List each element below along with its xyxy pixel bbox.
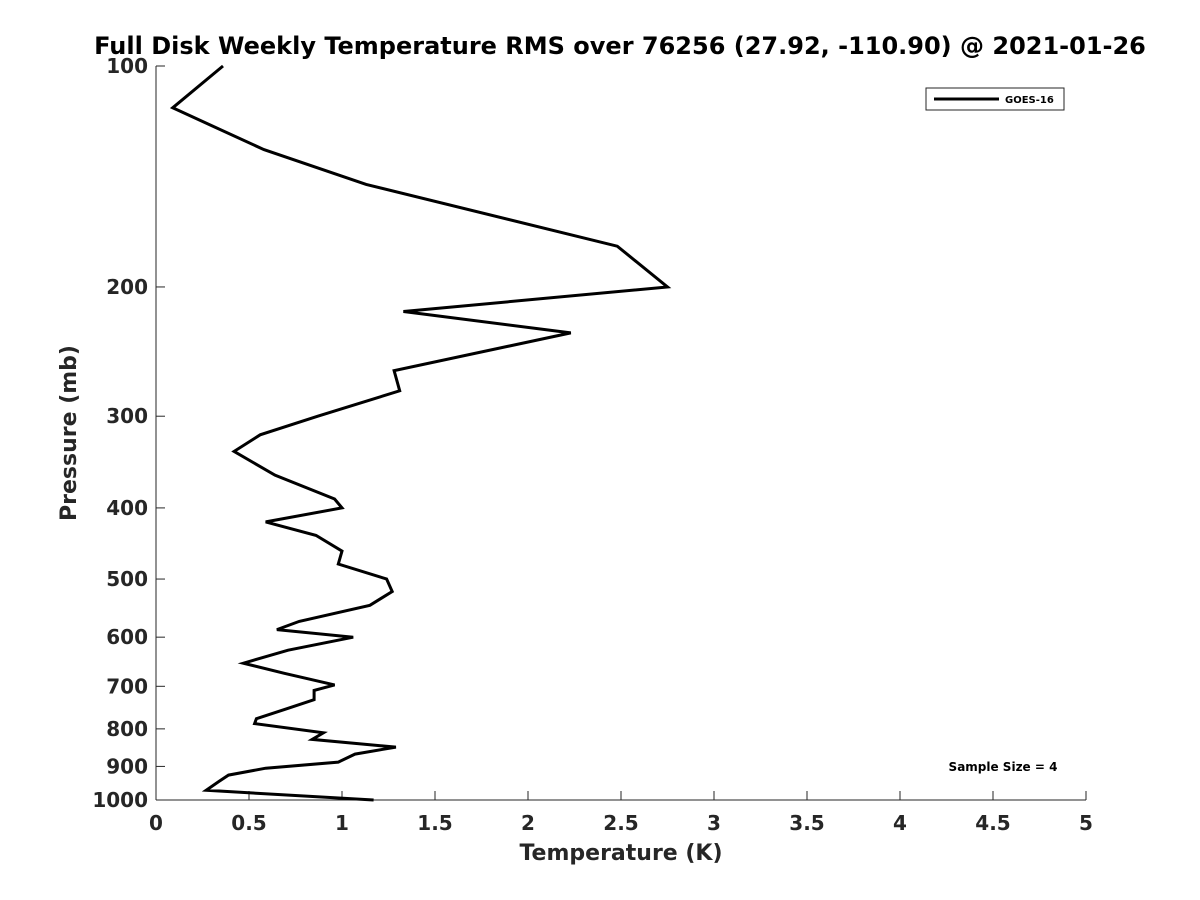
x-tick-label: 1.5 xyxy=(417,811,452,835)
x-tick-label: 0 xyxy=(149,811,163,835)
y-tick-label: 600 xyxy=(106,625,148,649)
y-axis-label: Pressure (mb) xyxy=(57,345,82,521)
y-tick-label: 200 xyxy=(106,275,148,299)
sample-size-annotation: Sample Size = 4 xyxy=(949,760,1058,774)
plot-area: 0 0.5 1 1.5 2 2.5 3 3.5 4 4.5 5 100 200 300 400 500 600… xyxy=(92,54,1093,835)
y-tick-label: 100 xyxy=(106,54,148,78)
y-tick-label: 400 xyxy=(106,496,148,520)
x-tick-label: 5 xyxy=(1079,811,1093,835)
y-tick-label: 900 xyxy=(106,754,148,778)
chart-title: Full Disk Weekly Temperature RMS over 76… xyxy=(94,32,1146,60)
series-lines xyxy=(169,64,672,802)
series-line-goes-16 xyxy=(169,64,672,802)
x-tick-label: 0.5 xyxy=(231,811,266,835)
x-tick-label: 1 xyxy=(335,811,349,835)
x-tick-label: 2.5 xyxy=(603,811,638,835)
legend-entry-goes-16: GOES-16 xyxy=(1005,95,1054,106)
y-tick-label: 1000 xyxy=(92,788,148,812)
x-axis-ticks: 0 0.5 1 1.5 2 2.5 3 3.5 4 4.5 5 xyxy=(149,791,1093,835)
x-tick-label: 2 xyxy=(521,811,535,835)
legend: GOES-16 xyxy=(925,87,1065,111)
x-tick-label: 3.5 xyxy=(789,811,824,835)
x-tick-label: 3 xyxy=(707,811,721,835)
y-axis-ticks: 100 200 300 400 500 600 700 800 900 1000 xyxy=(92,54,165,812)
x-tick-label: 4 xyxy=(893,811,907,835)
x-tick-label: 4.5 xyxy=(975,811,1010,835)
y-tick-label: 700 xyxy=(106,674,148,698)
y-tick-label: 300 xyxy=(106,404,148,428)
y-tick-label: 800 xyxy=(106,717,148,741)
x-axis-label: Temperature (K) xyxy=(519,841,722,866)
y-tick-label: 500 xyxy=(106,567,148,591)
